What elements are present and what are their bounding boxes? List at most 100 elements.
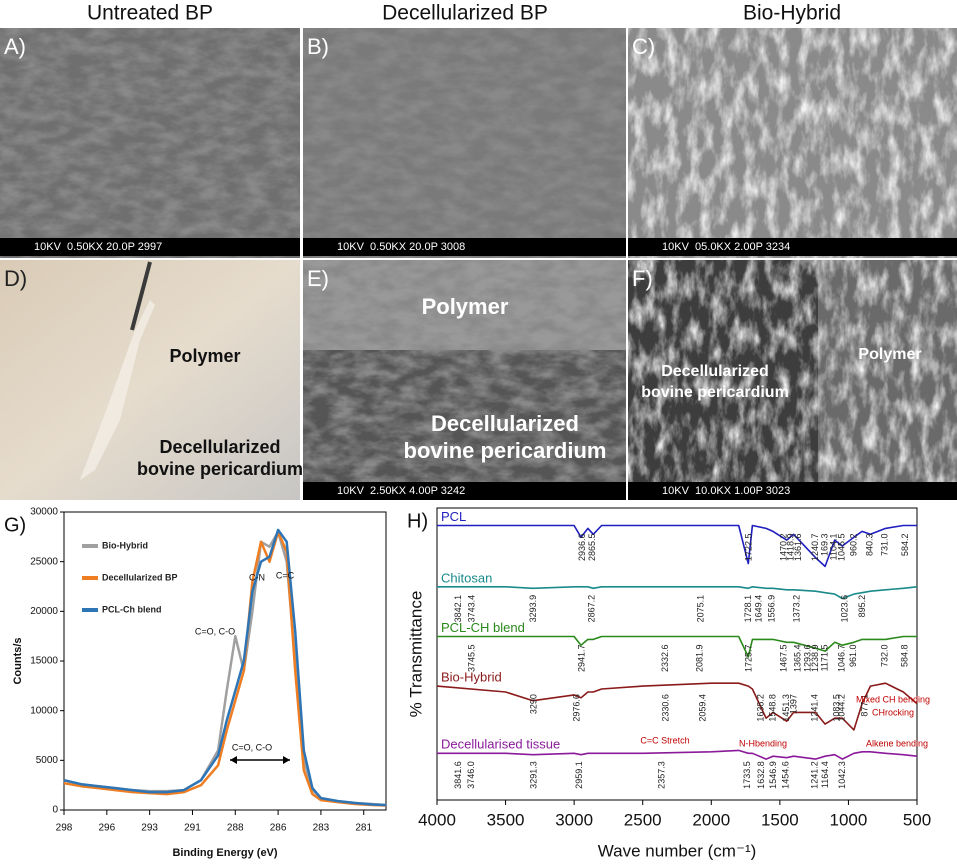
sem-texture <box>303 28 626 258</box>
panel-title: Decellularized BP <box>382 2 548 25</box>
annotation: C=C Stretch <box>640 735 689 745</box>
plot-frame <box>63 511 387 811</box>
x-tick-label: 3500 <box>487 810 525 829</box>
y-tick-label: 15000 <box>30 656 58 667</box>
image-annotation: Polymer <box>858 346 921 363</box>
peak-label: 1240.7 <box>810 534 820 562</box>
peak-label: 1104.1 <box>829 534 839 561</box>
peak-label: 1548.8 <box>768 694 778 722</box>
panel-label: A) <box>4 34 26 59</box>
peak-label: 3746.0 <box>466 761 476 789</box>
peak-label: 1725.7 <box>743 644 753 672</box>
peak-label: 895.2 <box>857 595 867 618</box>
panel-title: Untreated BP <box>87 2 213 25</box>
x-tick-label: 296 <box>98 823 115 834</box>
peak-label: 1728.1 <box>743 595 753 623</box>
scale-bar-text: 10KV 2.50KX 4.00P 3242 <box>337 485 465 497</box>
series-label: Chitosan <box>441 570 492 585</box>
annotation: N-Hbending <box>739 738 787 748</box>
panel-label: E) <box>307 266 329 291</box>
image-annotation: bovine pericardium <box>404 438 607 463</box>
x-tick-label: 281 <box>355 823 372 834</box>
sem-texture <box>0 28 300 258</box>
peak-label: 1238.9 <box>810 644 820 672</box>
scale-bar <box>628 238 957 256</box>
x-tick-label: 291 <box>184 823 201 834</box>
peak-label: 1722.5 <box>744 534 754 562</box>
peak-label: 2941.7 <box>577 644 587 672</box>
peak-label: 3290 <box>529 694 539 714</box>
peak-label: 732.0 <box>880 644 890 667</box>
x-tick-label: 286 <box>270 823 287 834</box>
peak-label: 1241.4 <box>810 694 820 722</box>
annotation: Alkene bending <box>866 738 928 748</box>
peak-label: 3743.4 <box>467 595 477 623</box>
peak-label: 1023.6 <box>840 595 850 623</box>
scale-bar <box>303 238 626 256</box>
sem-texture <box>628 260 957 500</box>
peak-label: 1164.4 <box>820 761 830 788</box>
images <box>0 28 957 500</box>
scale-bar-text: 10KV 0.50KX 20.0P 3008 <box>337 241 465 253</box>
peak-label: 2330.6 <box>660 694 670 722</box>
peak-label: 731.0 <box>880 534 890 557</box>
peak-label: 169.3 <box>820 534 830 557</box>
peak-label: 2357.3 <box>657 761 667 789</box>
tweezer <box>130 261 152 331</box>
peak-label: 1546.9 <box>768 761 778 789</box>
peak-label: 1454.6 <box>780 761 790 789</box>
scale-bar-text: 10KV 0.50KX 20.0P 2997 <box>34 241 162 253</box>
x-axis-label: Binding Energy (eV) <box>172 847 277 859</box>
peak-label: 1733.5 <box>742 761 752 789</box>
sem-texture <box>303 260 626 500</box>
series-line <box>63 528 387 807</box>
series-label: PCL-CH blend <box>441 620 525 635</box>
panel-label: B) <box>307 34 329 59</box>
peak-label: 961.0 <box>848 644 858 667</box>
image-annotation: Decellularized <box>661 363 769 380</box>
scale-bar-text: 10KV 10.0KX 1.00P 3023 <box>662 485 790 497</box>
y-tick-label: 5000 <box>36 755 59 766</box>
annotation: C-N <box>249 572 265 582</box>
legend-label: PCL-Ch blend <box>102 604 162 614</box>
peak-label: 1467.5 <box>779 644 789 672</box>
peak-label: 584.2 <box>900 534 910 557</box>
series-line <box>437 749 918 760</box>
x-tick-label: 3000 <box>555 810 593 829</box>
peak-label: 2936.6 <box>577 534 587 562</box>
scale-bar <box>0 238 300 256</box>
panel-label: D) <box>4 266 27 291</box>
x-tick-label: 283 <box>313 823 330 834</box>
peak-label: 1365.4 <box>793 644 803 672</box>
peak-label: 1632.8 <box>756 761 766 789</box>
image-annotation: Decellularized <box>159 437 280 457</box>
y-tick-label: 20000 <box>30 606 58 617</box>
series-line <box>437 635 917 658</box>
peak-label: 2332.6 <box>660 644 670 672</box>
polymer-strand <box>80 300 155 480</box>
peak-label: 1361.6 <box>793 534 803 562</box>
scale-bar-text: 10KV 05.0KX 2.00P 3234 <box>662 241 790 253</box>
x-tick-label: 4000 <box>418 810 456 829</box>
peak-label: 2976.6 <box>572 694 582 722</box>
peak-label: 1171.5 <box>819 644 829 671</box>
x-tick-label: 2500 <box>624 810 662 829</box>
y-tick-label: 25000 <box>30 556 58 567</box>
x-tick-label: 500 <box>903 810 931 829</box>
x-tick-label: 1000 <box>830 810 868 829</box>
peak-label: 2867.2 <box>587 595 597 623</box>
peak-label: 1649.4 <box>754 595 764 623</box>
annotation: CHrocking <box>872 707 914 717</box>
panel-title: Bio-Hybrid <box>743 2 841 25</box>
y-tick-label: 10000 <box>30 705 58 716</box>
peak-label: 840.3 <box>865 534 875 557</box>
panel-label: C) <box>632 34 655 59</box>
peak-label: 1241.2 <box>810 761 820 789</box>
panel-label: G) <box>4 514 26 536</box>
series-line <box>436 682 918 731</box>
series-line <box>437 586 918 600</box>
peak-label: 1451.3 <box>781 694 791 722</box>
x-tick-label: 288 <box>227 823 244 834</box>
peak-label: 1045.5 <box>837 534 847 562</box>
x-axis-label: Wave number (cm⁻¹) <box>598 841 757 860</box>
